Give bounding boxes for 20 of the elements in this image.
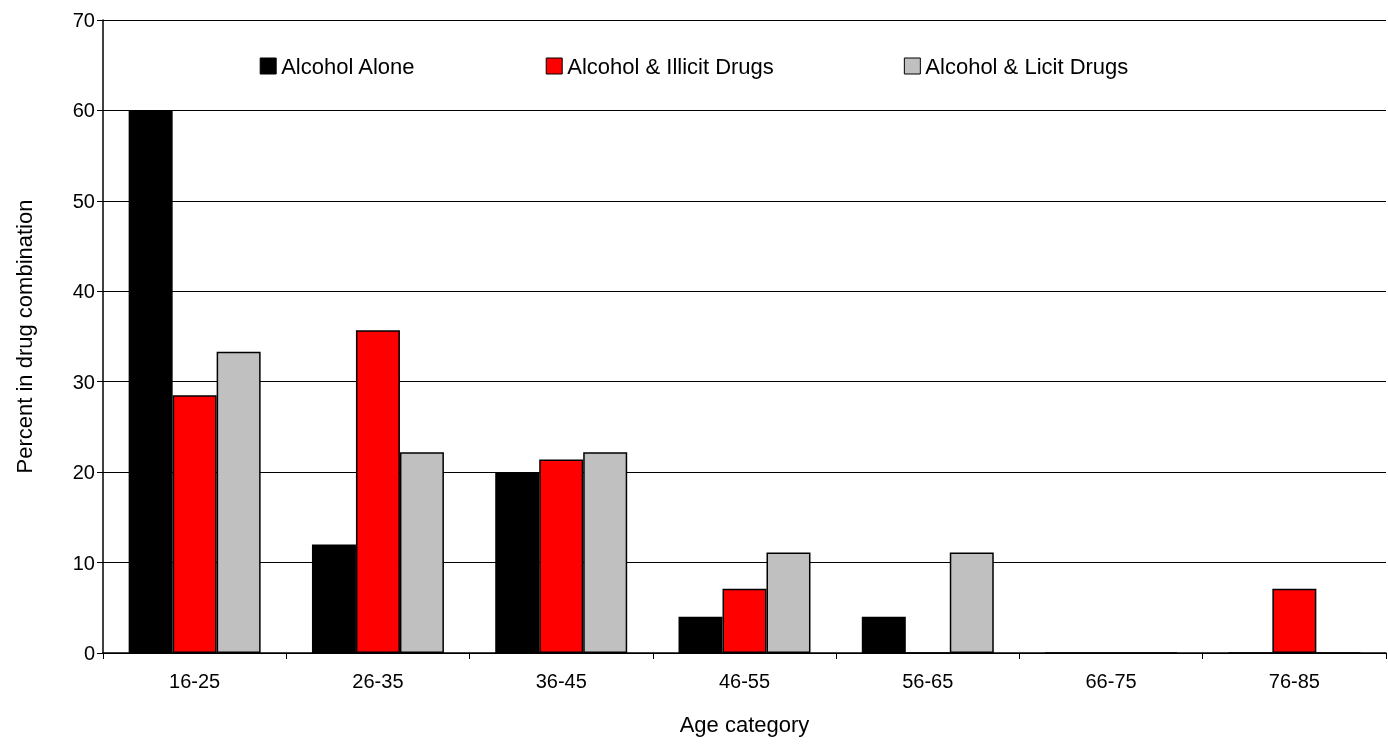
y-tick-label: 40	[72, 280, 95, 303]
legend-label: Alcohol Alone	[281, 53, 415, 79]
x-tick-label: 66-75	[1085, 670, 1137, 692]
y-tick-label: 30	[72, 370, 95, 393]
legend-label: Alcohol & Illicit Drugs	[567, 53, 774, 79]
y-tick-label: 20	[72, 461, 95, 484]
legend-label: Alcohol & Licit Drugs	[925, 53, 1129, 79]
x-tick-label: 16-25	[169, 670, 221, 692]
x-tick-label: 46-55	[718, 670, 771, 692]
y-axis-title: Percent in drug combination	[11, 199, 37, 474]
x-tick-label: 36-45	[535, 670, 587, 692]
x-tick-label: 56-65	[902, 670, 954, 692]
y-tick-label: 50	[72, 189, 95, 212]
x-tick-label: 76-85	[1268, 670, 1320, 692]
y-tick-label: 70	[72, 9, 95, 31]
y-tick-label: 10	[72, 551, 95, 574]
y-tick-label: 0	[83, 642, 95, 664]
x-axis-title: Age category	[679, 711, 810, 737]
y-tick-label: 60	[72, 99, 95, 122]
x-tick-label: 26-35	[352, 670, 404, 692]
